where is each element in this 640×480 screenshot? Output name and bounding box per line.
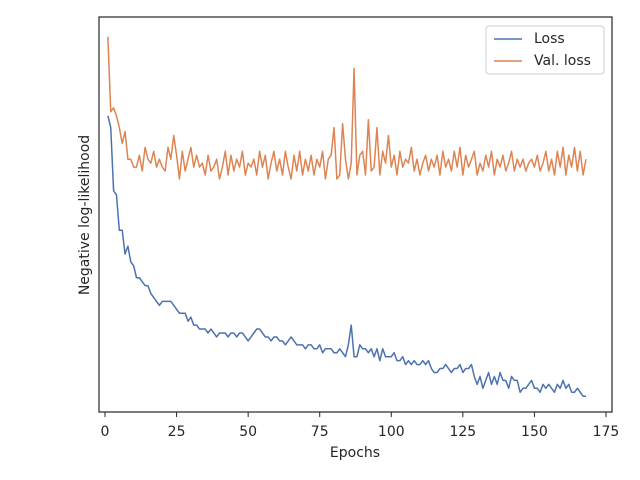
x-tick-label: 125 [449, 424, 476, 440]
x-tick-label: 150 [521, 424, 548, 440]
x-tick-label: 75 [311, 424, 329, 440]
data-line [107, 36, 587, 180]
legend-label: Loss [534, 31, 565, 47]
x-tick-label: 50 [239, 424, 257, 440]
x-tick-label: 0 [101, 424, 110, 440]
legend-label: Val. loss [534, 53, 591, 69]
y-axis-label: Negative log-likelihood [77, 135, 93, 295]
x-axis-label: Epochs [330, 445, 380, 461]
data-line [107, 115, 586, 397]
x-tick-label: 25 [168, 424, 186, 440]
x-tick-label: 175 [593, 424, 620, 440]
x-tick-label: 100 [378, 424, 405, 440]
legend-box [485, 25, 605, 75]
plot-frame [98, 16, 613, 413]
legend: Loss Val. loss [485, 25, 605, 75]
